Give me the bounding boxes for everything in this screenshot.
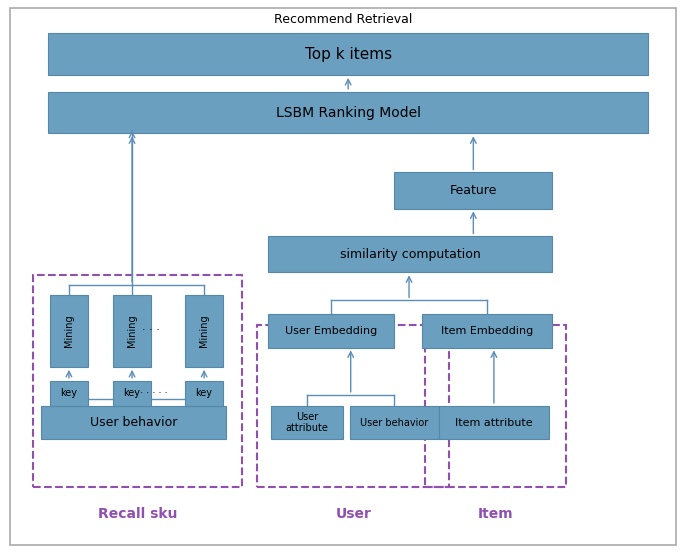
Text: Item: Item: [477, 507, 513, 522]
FancyBboxPatch shape: [113, 381, 151, 406]
FancyBboxPatch shape: [50, 381, 88, 406]
Text: Mining: Mining: [199, 315, 209, 347]
FancyBboxPatch shape: [50, 295, 88, 367]
FancyBboxPatch shape: [350, 406, 439, 439]
FancyBboxPatch shape: [48, 92, 648, 133]
FancyBboxPatch shape: [41, 406, 226, 439]
Text: key: key: [60, 389, 78, 398]
FancyBboxPatch shape: [268, 236, 552, 272]
Text: Mining: Mining: [64, 315, 74, 347]
FancyBboxPatch shape: [48, 33, 648, 75]
Text: User
attribute: User attribute: [285, 412, 329, 433]
Text: similarity computation: similarity computation: [340, 248, 480, 261]
Text: User: User: [335, 507, 371, 522]
Text: Item attribute: Item attribute: [455, 418, 533, 428]
Text: Mining: Mining: [127, 315, 137, 347]
FancyBboxPatch shape: [10, 8, 676, 545]
Text: User behavior: User behavior: [90, 416, 178, 429]
Text: Feature: Feature: [449, 184, 497, 197]
FancyBboxPatch shape: [271, 406, 343, 439]
FancyBboxPatch shape: [394, 172, 552, 208]
FancyBboxPatch shape: [113, 295, 151, 367]
Text: Item Embedding: Item Embedding: [441, 326, 533, 336]
FancyBboxPatch shape: [268, 314, 394, 348]
Text: key: key: [196, 389, 213, 398]
Text: User behavior: User behavior: [360, 418, 429, 428]
Text: LSBM Ranking Model: LSBM Ranking Model: [276, 106, 421, 120]
Text: · · ·: · · ·: [142, 325, 160, 335]
Text: key: key: [123, 389, 141, 398]
FancyBboxPatch shape: [185, 295, 223, 367]
Text: Top k items: Top k items: [305, 47, 392, 62]
Text: Recommend Retrieval: Recommend Retrieval: [274, 13, 412, 26]
FancyBboxPatch shape: [422, 314, 552, 348]
Text: · · · · · ·: · · · · · ·: [134, 388, 168, 398]
Text: User Embedding: User Embedding: [285, 326, 377, 336]
Text: Recall sku: Recall sku: [97, 507, 177, 522]
FancyBboxPatch shape: [185, 381, 223, 406]
FancyBboxPatch shape: [439, 406, 549, 439]
